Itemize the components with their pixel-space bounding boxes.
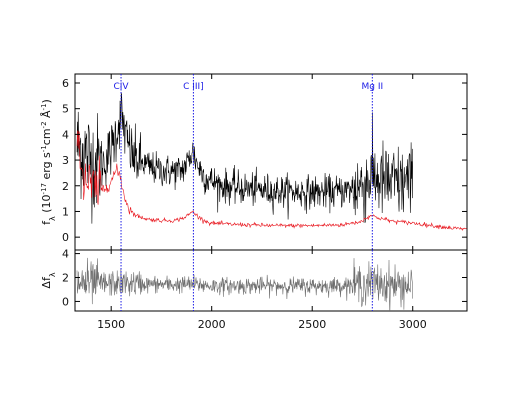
top-series-0-line	[76, 92, 414, 224]
bottom-panel: 0 2 4 Δfλ	[40, 248, 468, 312]
top-ytick-label: 2	[62, 180, 69, 193]
bottom-panel-frame	[74, 249, 468, 312]
x-axis-ticks: 1500 2000 2500 3000	[97, 74, 427, 331]
bottom-ytick-label: 4	[62, 248, 69, 261]
top-ytick-label: 5	[62, 103, 69, 116]
top-ytick-label: 6	[62, 77, 69, 90]
top-panel: 0 1 2 3 4 5 6 CIV C III] Mg II fλ (10-17 erg s-1…	[40, 73, 468, 251]
emission-line-label: C III]	[183, 82, 204, 92]
xtick-label: 2000	[198, 318, 226, 331]
bottom-y-axis-label: Δfλ	[40, 272, 57, 288]
emission-line-markers-top: CIV C III] Mg II	[113, 74, 383, 250]
emission-line-label: CIV	[113, 82, 129, 92]
emission-line-markers-bottom	[120, 250, 373, 311]
top-ytick-label: 0	[62, 231, 69, 244]
xtick-label: 3000	[399, 318, 427, 331]
xtick-label: 2500	[298, 318, 326, 331]
bottom-ytick-label: 0	[62, 295, 69, 308]
bottom-series-0-line	[76, 257, 414, 311]
bottom-series-group	[76, 257, 414, 311]
bottom-ytick-label: 2	[62, 272, 69, 285]
top-y-ticks: 0 1 2 3 4 5 6	[62, 77, 467, 244]
xtick-label: 1500	[97, 318, 125, 331]
top-y-axis-label: fλ (10-17 erg s-1cm-2 Å-1)	[40, 99, 57, 225]
top-series-group	[76, 92, 467, 232]
top-ytick-label: 1	[62, 205, 69, 218]
bottom-y-ticks: 0 2 4	[62, 248, 467, 308]
top-ytick-label: 4	[62, 128, 69, 141]
emission-line-label: Mg II	[361, 82, 383, 92]
top-ytick-label: 3	[62, 154, 69, 167]
top-series-1-line	[76, 130, 467, 232]
